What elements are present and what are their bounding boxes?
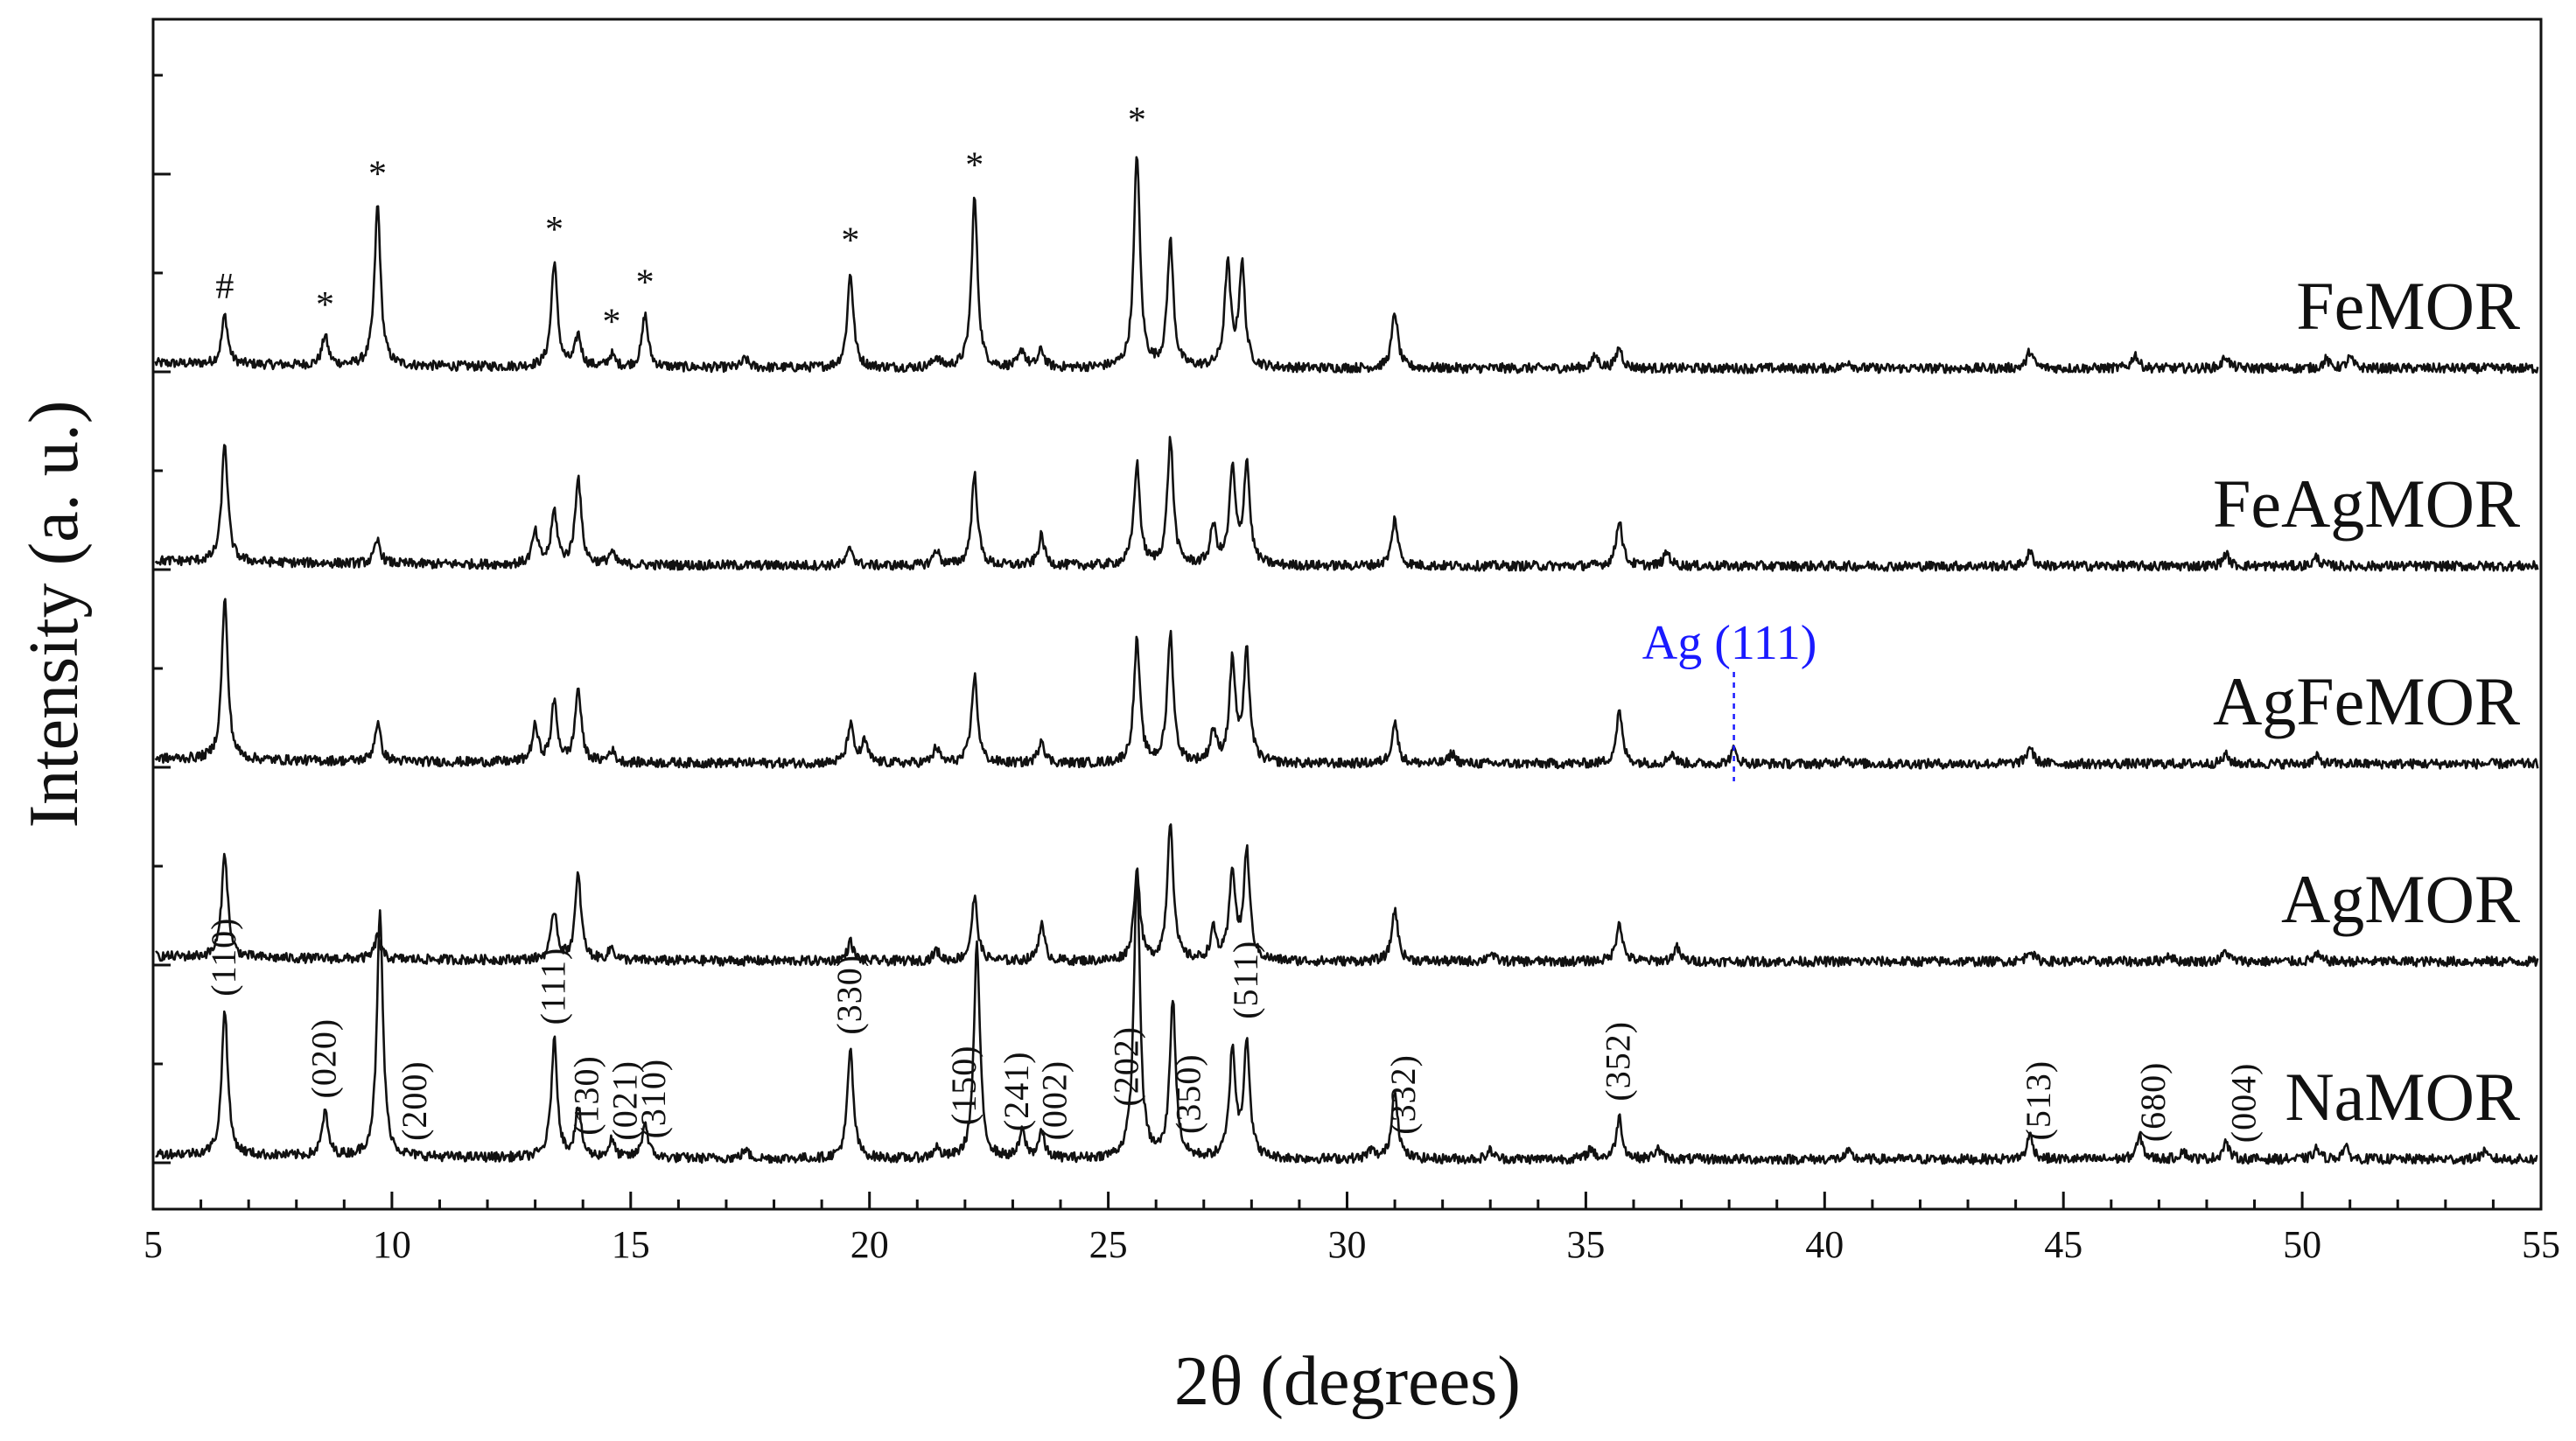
reflection-label: (350) bbox=[1168, 1053, 1208, 1134]
series-line-FeMOR bbox=[154, 156, 2539, 374]
x-axis-tick-labels: 5 10 15 20 25 30 35 40 45 50 55 bbox=[144, 1223, 2560, 1266]
reflection-label: (310) bbox=[634, 1059, 673, 1139]
reflection-label: (110) bbox=[204, 918, 243, 997]
series-lines bbox=[154, 156, 2539, 1165]
series-label-AgFeMOR: AgFeMOR bbox=[2213, 663, 2520, 739]
reflection-label: (352) bbox=[1599, 1021, 1638, 1102]
reflection-label: (330) bbox=[830, 955, 869, 1035]
reflection-label: (680) bbox=[2133, 1062, 2173, 1143]
x-tick-label: 20 bbox=[850, 1223, 889, 1266]
series-label-FeAgMOR: FeAgMOR bbox=[2213, 465, 2520, 542]
reflection-labels: (110) (020) (200) (111) (130)(021)(310) (330)… bbox=[204, 918, 2264, 1144]
reflection-label: (111) bbox=[534, 948, 573, 1025]
peak-marker: * bbox=[841, 221, 859, 262]
x-axis-title: 2θ (degrees) bbox=[1174, 1343, 1521, 1420]
series-line-AgMOR bbox=[155, 823, 2539, 968]
peak-marker: * bbox=[368, 155, 387, 195]
annotations: Ag (111) bbox=[1642, 616, 1817, 781]
reflection-label: (202) bbox=[1106, 1026, 1145, 1107]
peak-markers: # * * * * * * * * bbox=[215, 101, 1145, 342]
peak-marker: * bbox=[1128, 101, 1146, 141]
reflection-label: (020) bbox=[304, 1018, 344, 1099]
series-labels: FeMOR FeAgMOR AgFeMOR AgMOR NaMOR bbox=[2213, 268, 2520, 1135]
y-axis-ticks bbox=[153, 73, 171, 1165]
x-tick-label: 35 bbox=[1566, 1223, 1605, 1266]
reflection-label: (002) bbox=[1035, 1060, 1074, 1141]
reflection-label: (150) bbox=[944, 1045, 984, 1125]
series-label-NaMOR: NaMOR bbox=[2285, 1059, 2520, 1135]
x-tick-label: 50 bbox=[2283, 1223, 2321, 1266]
x-tick-label: 10 bbox=[373, 1223, 411, 1266]
reflection-label: (130) bbox=[567, 1055, 606, 1136]
x-tick-label: 30 bbox=[1328, 1223, 1367, 1266]
reflection-label: (021) bbox=[605, 1060, 644, 1141]
peak-marker: * bbox=[316, 285, 334, 325]
x-tick-label: 40 bbox=[1805, 1223, 1844, 1266]
reflection-label: (332) bbox=[1383, 1054, 1423, 1135]
peak-marker: * bbox=[965, 145, 984, 185]
reflection-label: (200) bbox=[395, 1060, 434, 1141]
reflection-label: (004) bbox=[2224, 1063, 2264, 1144]
x-axis-ticks bbox=[151, 1192, 2543, 1209]
series-line-FeAgMOR bbox=[154, 436, 2539, 572]
plot-frame bbox=[151, 17, 2543, 1211]
peak-marker: * bbox=[636, 262, 654, 303]
ag-111-label: Ag (111) bbox=[1642, 616, 1817, 670]
x-tick-label: 45 bbox=[2044, 1223, 2082, 1266]
series-label-FeMOR: FeMOR bbox=[2296, 268, 2520, 344]
reflection-label: (513) bbox=[2019, 1060, 2058, 1141]
x-tick-label: 15 bbox=[612, 1223, 650, 1266]
series-line-AgFeMOR bbox=[154, 598, 2539, 770]
reflection-label: (241) bbox=[997, 1051, 1036, 1131]
peak-marker: * bbox=[602, 302, 620, 342]
y-axis-title: Intensity (a. u.) bbox=[16, 401, 93, 829]
series-line-NaMOR bbox=[155, 871, 2538, 1165]
x-tick-label: 5 bbox=[144, 1223, 163, 1266]
peak-marker: * bbox=[545, 210, 564, 250]
series-label-AgMOR: AgMOR bbox=[2281, 861, 2520, 937]
peak-marker: # bbox=[215, 267, 234, 307]
reflection-label: (511) bbox=[1226, 941, 1265, 1019]
x-tick-label: 55 bbox=[2522, 1223, 2560, 1266]
x-tick-label: 25 bbox=[1089, 1223, 1128, 1266]
